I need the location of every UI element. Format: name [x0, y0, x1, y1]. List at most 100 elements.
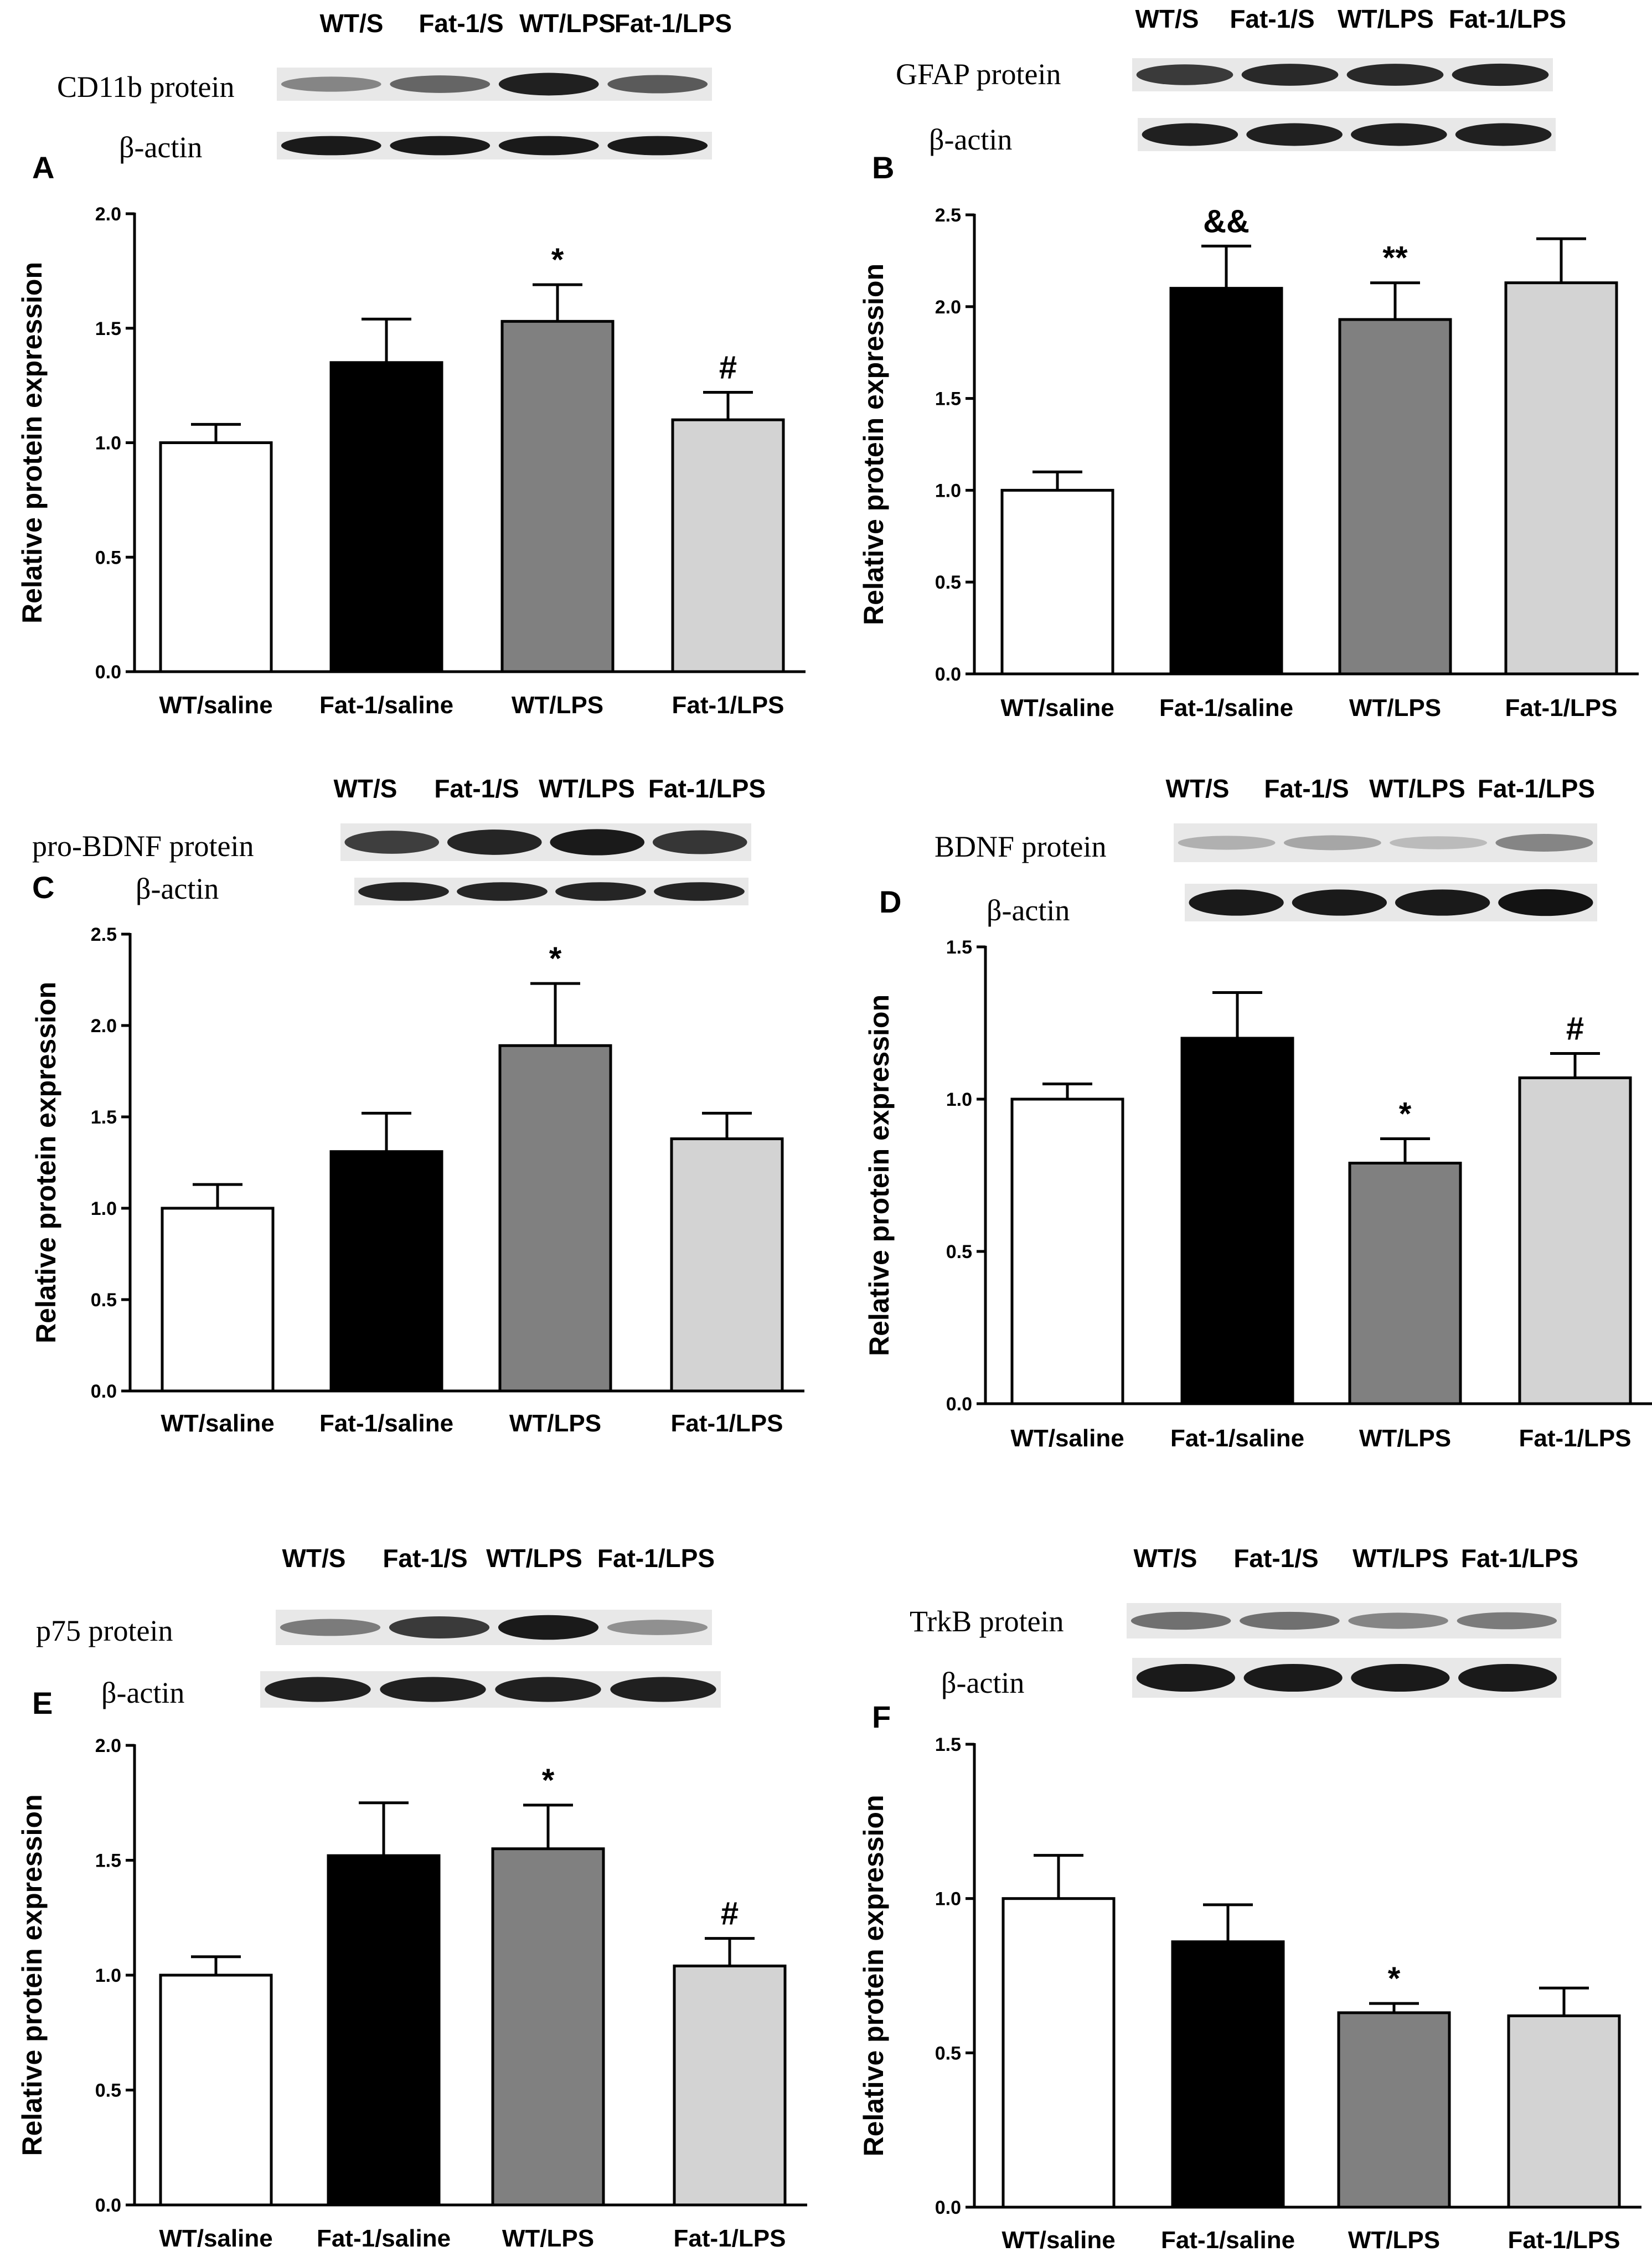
blot-band — [498, 136, 599, 156]
y-tick-label: 1.5 — [95, 1851, 121, 1872]
blot-band — [1455, 123, 1552, 146]
blot-band — [495, 1677, 601, 1702]
panel-c: WT/S Fat-1/S WT/LPS Fat-1/LPS pro-BDNF prote… — [30, 774, 804, 1437]
panel-d: WT/S Fat-1/S WT/LPS Fat-1/LPS BDNF protein β-… — [864, 774, 1652, 1452]
bar — [1337, 2011, 1451, 2209]
x-category-label: Fat-1/LPS — [1519, 1425, 1632, 1452]
y-tick-label: 1.5 — [95, 318, 121, 339]
blot-band — [607, 1620, 708, 1635]
x-category-label: WT/saline — [1010, 1425, 1124, 1452]
panel-letter: B — [872, 150, 894, 185]
blot-band — [607, 75, 708, 94]
blot-band — [1240, 1611, 1340, 1630]
lane-label: WT/S — [1135, 4, 1199, 33]
y-tick-label: 0.5 — [935, 572, 961, 593]
bar — [491, 1847, 605, 2207]
bar — [1518, 1076, 1632, 1405]
panel-letter: A — [32, 150, 54, 185]
y-tick-label: 0.0 — [95, 662, 121, 683]
lane-label: WT/LPS — [1338, 4, 1434, 33]
lane-label: Fat-1/S — [1230, 4, 1314, 33]
blot-protein-label: TrkB protein — [910, 1605, 1064, 1638]
protein-blot — [1174, 823, 1597, 862]
x-category-label: WT/saline — [1000, 694, 1114, 722]
y-tick-label: 2.5 — [91, 924, 117, 945]
actin-blot — [277, 132, 712, 159]
y-axis-label: Relative protein expression — [17, 1794, 48, 2156]
blot-band — [1178, 836, 1276, 850]
protein-blot — [1127, 1603, 1561, 1638]
blot-band — [1136, 1663, 1235, 1692]
panel-letter: F — [872, 1699, 891, 1734]
y-tick-label: 1.5 — [935, 389, 961, 410]
x-category-label: WT/LPS — [1359, 1425, 1451, 1452]
x-category-label: WT/LPS — [1349, 694, 1441, 722]
blot-band — [1351, 1663, 1450, 1692]
actin-blot — [354, 878, 748, 905]
lane-label: Fat-1/LPS — [615, 9, 732, 38]
x-category-label: Fat-1/LPS — [671, 1410, 783, 1437]
bar — [1504, 281, 1618, 676]
lane-label: Fat-1/S — [434, 774, 519, 803]
lane-label: Fat-1/LPS — [597, 1544, 715, 1573]
significance-marker: # — [1566, 1011, 1584, 1047]
blot-band — [1495, 834, 1593, 852]
protein-blot — [340, 823, 751, 861]
y-tick-label: 0.5 — [935, 2043, 961, 2064]
x-category-label: Fat-1/saline — [319, 692, 453, 719]
blot-band — [654, 882, 745, 901]
blot-band — [265, 1677, 371, 1702]
lane-label: Fat-1/S — [419, 9, 503, 38]
x-category-label: Fat-1/saline — [1170, 1425, 1304, 1452]
protein-blot — [277, 68, 712, 101]
y-tick-label: 1.0 — [95, 1965, 121, 1986]
lane-label: WT/LPS — [1369, 774, 1465, 803]
bar — [670, 1137, 784, 1393]
y-tick-label: 1.0 — [935, 480, 961, 501]
bar — [1001, 1897, 1116, 2209]
lane-label: Fat-1/LPS — [1478, 774, 1595, 803]
actin-blot — [1132, 1658, 1561, 1698]
lane-label: WT/S — [1166, 774, 1230, 803]
panel-a: WT/S Fat-1/S WT/LPS Fat-1/LPS CD11b protein β… — [17, 9, 806, 719]
blot-actin-label: β-actin — [119, 131, 202, 164]
y-tick-label: 2.0 — [95, 204, 121, 225]
panel-letter: D — [879, 884, 901, 919]
blot-band — [1498, 889, 1593, 916]
blot-band — [390, 75, 491, 93]
y-tick-label: 0.5 — [91, 1290, 117, 1311]
blot-actin-label: β-actin — [136, 872, 219, 905]
y-axis-label: Relative protein expression — [864, 994, 895, 1356]
y-tick-label: 0.5 — [95, 2080, 121, 2101]
blot-actin-label: β-actin — [101, 1676, 184, 1709]
lane-label: WT/S — [282, 1544, 346, 1573]
lane-label: WT/S — [320, 9, 384, 38]
y-tick-label: 1.0 — [935, 1889, 961, 1910]
blot-band — [555, 882, 646, 901]
blot-band — [390, 136, 491, 156]
x-category-label: WT/LPS — [502, 2225, 594, 2252]
x-category-label: WT/LPS — [512, 692, 603, 719]
lane-label: Fat-1/LPS — [648, 774, 766, 803]
protein-blot — [1132, 58, 1553, 91]
x-category-label: Fat-1/saline — [319, 1410, 453, 1437]
blot-band — [1348, 1612, 1448, 1629]
significance-marker: ** — [1382, 240, 1408, 276]
bar — [1171, 1940, 1285, 2209]
blot-band — [389, 1616, 490, 1638]
blot-protein-label: p75 protein — [36, 1614, 173, 1647]
blot-protein-label: CD11b protein — [57, 70, 234, 104]
y-tick-label: 1.0 — [91, 1198, 117, 1219]
significance-marker: * — [542, 1763, 555, 1799]
x-category-label: Fat-1/LPS — [1508, 2227, 1620, 2254]
blot-band — [281, 136, 381, 156]
lane-label: WT/LPS — [539, 774, 635, 803]
blot-band — [652, 830, 747, 854]
blot-band — [1351, 123, 1447, 146]
y-axis-label: Relative protein expression — [30, 982, 61, 1343]
lane-label: Fat-1/S — [1264, 774, 1349, 803]
significance-marker: * — [1388, 1961, 1401, 1997]
y-tick-label: 1.5 — [946, 937, 972, 958]
y-tick-label: 1.0 — [95, 433, 121, 454]
y-tick-label: 2.0 — [91, 1016, 117, 1037]
